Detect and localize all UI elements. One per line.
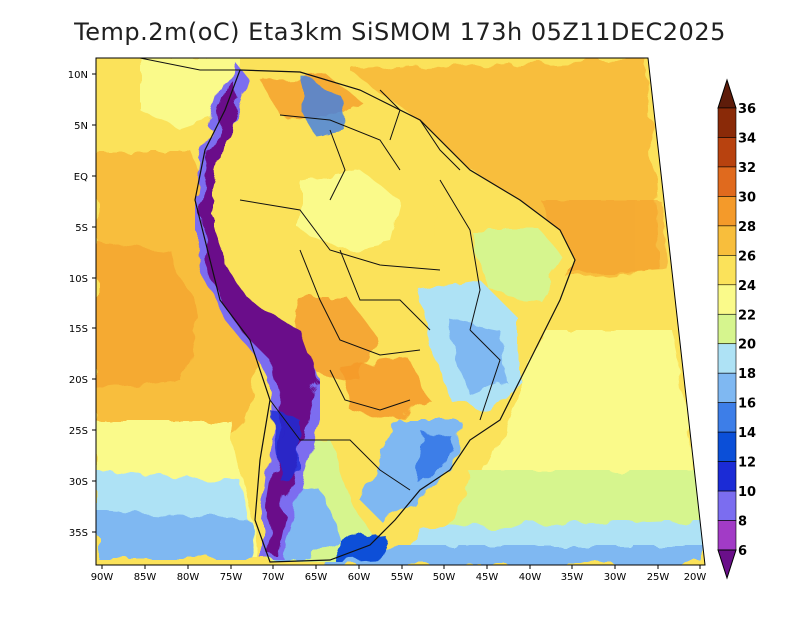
temperature-field xyxy=(96,58,705,565)
colorbar-label: 6 xyxy=(738,544,747,559)
lon-label: 80W xyxy=(177,572,200,583)
colorbar-bin xyxy=(717,402,737,433)
lon-label: 55W xyxy=(391,572,414,583)
country-borders xyxy=(139,58,576,563)
latitude-axis: 10N 5N EQ 5S 10S 15S 20S 25S 30S 35S xyxy=(68,70,96,539)
colorbar-label: 14 xyxy=(738,426,756,441)
colorbar-bin xyxy=(717,520,737,551)
colorbar-label: 28 xyxy=(738,220,756,235)
colorbar-label: 34 xyxy=(738,131,756,146)
lon-label: 60W xyxy=(348,572,371,583)
colorbar-label: 16 xyxy=(738,397,756,412)
lat-label: 10S xyxy=(69,274,88,285)
lat-label: 5S xyxy=(75,223,88,234)
lat-label: EQ xyxy=(74,172,88,183)
lon-label: 35W xyxy=(561,572,584,583)
colorbar-min-triangle xyxy=(717,549,737,580)
colorbar-bin xyxy=(717,372,737,403)
lon-label: 25W xyxy=(647,572,670,583)
colorbar-label: 26 xyxy=(738,249,756,264)
colorbar-label: 8 xyxy=(738,515,747,530)
lat-label: 35S xyxy=(69,528,88,539)
longitude-axis: 90W 85W 80W 75W 70W 65W 60W 55W 50W 45W … xyxy=(91,565,707,583)
lat-label: 20S xyxy=(69,375,88,386)
lon-label: 45W xyxy=(476,572,499,583)
colorbar-max-triangle xyxy=(717,78,737,109)
colorbar-bin xyxy=(717,196,737,227)
lat-label: 30S xyxy=(69,477,88,488)
colorbar-label: 22 xyxy=(738,308,756,323)
colorbar-label: 10 xyxy=(738,485,756,500)
colorbar-bin xyxy=(717,107,737,138)
lon-label: 85W xyxy=(134,572,157,583)
colorbar-label: 18 xyxy=(738,367,756,382)
lon-label: 30W xyxy=(604,572,627,583)
lon-label: 40W xyxy=(519,572,542,583)
lon-label: 50W xyxy=(433,572,456,583)
colorbar-bin xyxy=(717,166,737,197)
lon-label: 65W xyxy=(305,572,328,583)
lat-label: 15S xyxy=(69,324,88,335)
colorbar: 36 34 32 30 28 26 24 22 20 18 16 14 12 10 8 6 xyxy=(717,78,756,580)
colorbar-label: 36 xyxy=(738,102,756,117)
colorbar-bin xyxy=(717,343,737,374)
colorbar-bin xyxy=(717,490,737,521)
lon-label: 20W xyxy=(684,572,707,583)
colorbar-bin xyxy=(717,431,737,462)
colorbar-bin xyxy=(717,255,737,286)
colorbar-bin xyxy=(717,137,737,168)
colorbar-bin xyxy=(717,225,737,256)
lat-label: 10N xyxy=(68,70,88,81)
colorbar-bin xyxy=(717,461,737,492)
map-frame xyxy=(95,57,706,566)
lon-label: 90W xyxy=(91,572,114,583)
lat-label: 5N xyxy=(74,121,88,132)
lon-label: 75W xyxy=(220,572,243,583)
colorbar-label: 12 xyxy=(738,456,756,471)
map-title: Temp.2m(oC) Eta3km SiSMOM 173h 05Z11DEC2… xyxy=(74,18,726,46)
colorbar-label: 24 xyxy=(738,279,756,294)
colorbar-label: 20 xyxy=(738,338,756,353)
colorbar-label: 32 xyxy=(738,161,756,176)
lon-label: 70W xyxy=(262,572,285,583)
colorbar-bin xyxy=(717,313,737,345)
lat-label: 25S xyxy=(69,426,88,437)
colorbar-label: 30 xyxy=(738,190,756,205)
colorbar-bin xyxy=(717,284,737,315)
